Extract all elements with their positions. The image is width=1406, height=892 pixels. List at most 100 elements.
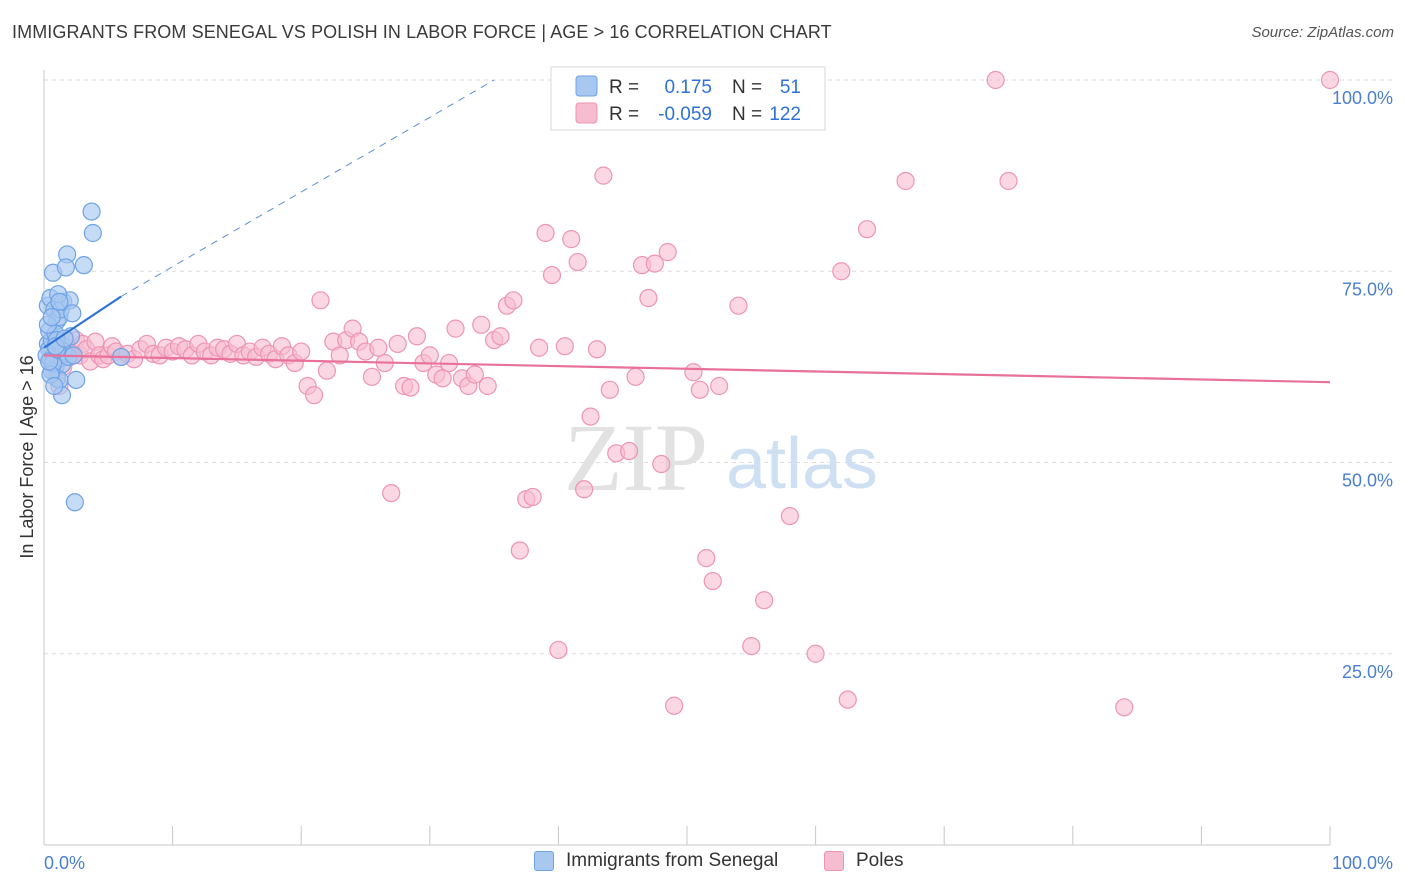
- poles-point: [575, 480, 594, 499]
- poles-point: [568, 252, 587, 272]
- legend-n-label-1: N =: [732, 77, 762, 98]
- watermark-atlas: atlas: [726, 424, 878, 504]
- poles-point: [587, 340, 607, 359]
- poles-point: [407, 327, 427, 346]
- poles-point: [369, 338, 388, 357]
- poles-point: [600, 380, 619, 399]
- senegal-point: [74, 256, 93, 275]
- poles-point: [710, 376, 729, 396]
- poles-point: [639, 288, 658, 308]
- trendlines: [43, 79, 1331, 384]
- legend-r-value-2: -0.059: [658, 104, 712, 125]
- poles-point: [555, 337, 574, 356]
- poles-point: [504, 291, 523, 310]
- legend-r-value-1: 0.175: [664, 77, 712, 98]
- correlation-legend: R = 0.175 N = 51 R = -0.059 N = 122: [550, 66, 826, 131]
- poles-point: [401, 378, 420, 397]
- legend-r-label-2: R =: [609, 104, 639, 125]
- poles-point: [304, 386, 324, 405]
- poles-point: [478, 376, 497, 396]
- legend-n-value-1: 51: [780, 77, 801, 98]
- poles-point: [362, 367, 382, 386]
- senegal-point: [67, 370, 86, 389]
- poles-point: [536, 223, 555, 243]
- poles-point: [1320, 70, 1340, 90]
- legend-item-poles: Poles: [824, 850, 904, 872]
- poles-point: [645, 254, 664, 273]
- poles-point: [317, 361, 337, 380]
- senegal-trend-line: [43, 295, 122, 349]
- poles-point: [896, 171, 915, 191]
- poles-point: [665, 696, 684, 715]
- x-tick-marks: [43, 826, 1331, 845]
- senegal-point: [42, 308, 61, 327]
- poles-point: [542, 265, 562, 285]
- y-tick-label-50: 50.0%: [1342, 471, 1393, 491]
- senegal-point: [82, 202, 101, 221]
- poles-point: [446, 319, 465, 338]
- poles-point: [703, 571, 722, 591]
- poles-points: [41, 70, 1340, 717]
- poles-point: [857, 220, 877, 239]
- poles-swatch: [824, 851, 844, 871]
- poles-point: [420, 346, 439, 365]
- poles-point: [838, 690, 857, 709]
- poles-point: [549, 640, 568, 660]
- poles-point: [626, 367, 645, 386]
- y-tick-labels: 25.0% 50.0% 75.0% 100.0%: [1332, 88, 1393, 682]
- senegal-trend-extension: [120, 79, 495, 297]
- senegal-points: [37, 202, 131, 512]
- senegal-point: [63, 304, 82, 323]
- poles-point: [472, 315, 491, 334]
- poles-point: [620, 441, 639, 461]
- poles-point: [292, 342, 311, 361]
- poles-point: [652, 454, 671, 474]
- chart-title: IMMIGRANTS FROM SENEGAL VS POLISH IN LAB…: [12, 22, 832, 42]
- x-tick-label-min: 0.0%: [44, 853, 85, 873]
- senegal-swatch: [534, 851, 554, 871]
- legend-n-value-2: 122: [769, 104, 801, 125]
- poles-point: [690, 380, 709, 399]
- source-label: Source: ZipAtlas.com: [1251, 24, 1394, 41]
- poles-point: [755, 591, 774, 610]
- poles-point: [388, 334, 407, 354]
- poles-point: [658, 243, 677, 262]
- legend-label-poles: Poles: [856, 850, 904, 871]
- x-tick-label-max: 100.0%: [1332, 853, 1393, 873]
- poles-point: [581, 407, 600, 426]
- poles-point: [697, 549, 716, 568]
- poles-point: [832, 262, 851, 281]
- y-tick-label-75: 75.0%: [1342, 279, 1393, 299]
- poles-point: [594, 166, 613, 185]
- poles-point: [986, 70, 1005, 90]
- poles-point: [382, 484, 401, 503]
- senegal-point: [65, 493, 84, 512]
- senegal-point: [45, 376, 64, 396]
- legend-pink-swatch: [575, 102, 598, 124]
- poles-point: [806, 644, 825, 663]
- poles-point: [562, 230, 581, 249]
- senegal-point: [56, 258, 75, 277]
- gridlines: [44, 79, 1393, 655]
- senegal-point: [83, 223, 102, 243]
- poles-point: [742, 636, 761, 656]
- legend-blue-swatch: [575, 75, 598, 97]
- senegal-point: [50, 292, 69, 311]
- poles-point: [433, 369, 452, 388]
- y-axis-label: In Labor Force | Age > 16: [17, 355, 37, 558]
- poles-point: [311, 291, 330, 310]
- poles-point: [999, 171, 1018, 191]
- poles-point: [330, 346, 349, 365]
- poles-point: [684, 363, 703, 382]
- poles-point: [729, 296, 748, 315]
- y-tick-label-25: 25.0%: [1342, 662, 1393, 682]
- legend-label-senegal: Immigrants from Senegal: [566, 850, 779, 871]
- poles-point: [491, 327, 510, 346]
- series-legend: Immigrants from Senegal Poles: [0, 850, 1406, 878]
- poles-trend-line: [43, 354, 1331, 384]
- legend-n-label-2: N =: [732, 104, 762, 125]
- poles-point: [465, 365, 484, 384]
- watermark: ZIP atlas: [564, 404, 878, 511]
- poles-point: [780, 506, 799, 526]
